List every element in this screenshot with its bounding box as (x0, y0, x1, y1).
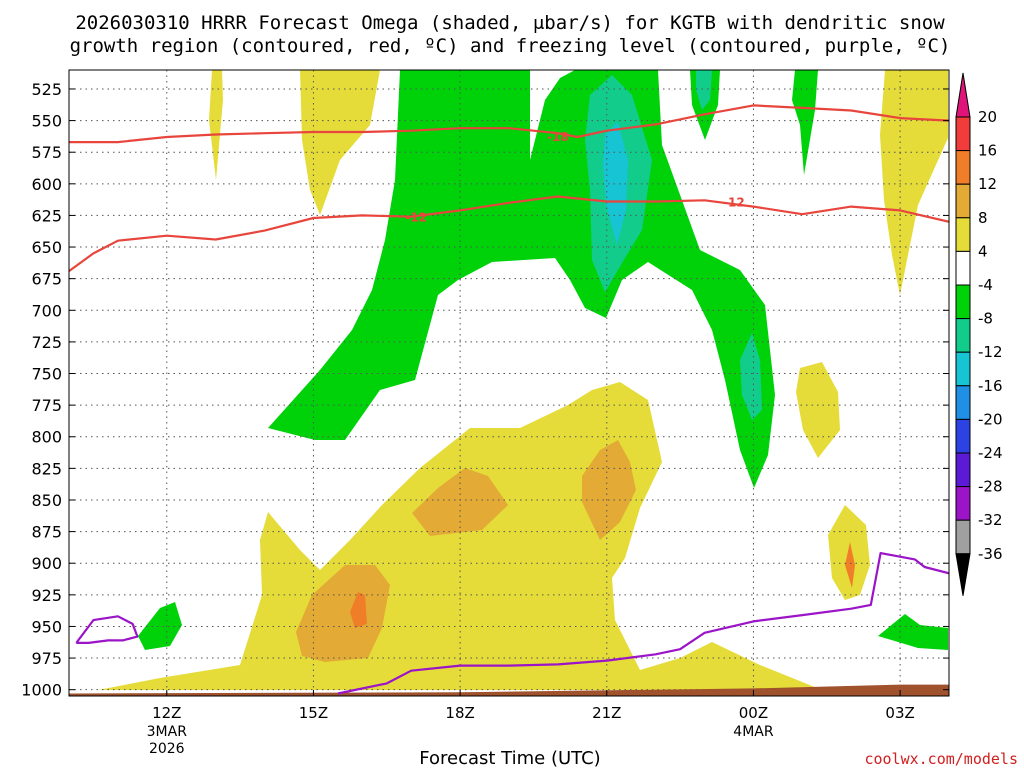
y-tick-label: 850 (31, 491, 62, 510)
y-tick-label: 725 (31, 333, 62, 352)
contour-dgz-minus12 (69, 195, 949, 272)
y-tick-label: 900 (31, 554, 62, 573)
x-tick-label: 00Z (739, 704, 768, 722)
grid (69, 70, 949, 696)
colorbar-label: -12 (978, 343, 1003, 361)
y-tick-label: 525 (31, 80, 62, 99)
chart-title-line-1: 2026030310 HRRR Forecast Omega (shaded, … (75, 12, 945, 34)
contour-label-dgz-minus12: -12 (723, 196, 745, 210)
x-tick-label: 21Z (592, 704, 621, 722)
y-tick-label: 625 (31, 206, 62, 225)
y-tick-label: 950 (31, 617, 62, 636)
contour-freezing-level-loop (75, 615, 139, 644)
terrain-surface (69, 684, 949, 696)
x-tick-label: 03Z (885, 704, 914, 722)
colorbar-label: 16 (978, 142, 997, 160)
chart-title-line-2: growth region (contoured, red, ºC) and f… (70, 35, 951, 57)
colorbar-label: 12 (978, 175, 997, 193)
y-tick-label: 800 (31, 428, 62, 447)
y-tick-label: 600 (31, 175, 62, 194)
x-tick-date-label: 3MAR (147, 724, 188, 740)
colorbar-band (955, 385, 971, 420)
colorbar-label: -4 (978, 276, 993, 294)
plot-area: -18 -12 -12 (69, 70, 949, 696)
plot-frame (68, 69, 950, 697)
y-tick-label: 575 (31, 143, 62, 162)
omega-positive-12-16-shading (350, 542, 855, 628)
x-tick-date-label: 2026 (149, 741, 185, 757)
colorbar-label: -36 (978, 545, 1003, 563)
y-tick-label: 550 (31, 112, 62, 131)
colorbar-band (955, 418, 971, 454)
x-tick-label: 15Z (299, 704, 328, 722)
colorbar-band (955, 150, 971, 185)
y-tick-label: 675 (31, 270, 62, 289)
colorbar-band (955, 486, 971, 521)
y-tick-label: 1000 (21, 681, 62, 700)
colorbar-label: 8 (978, 209, 988, 227)
x-tick-label: 12Z (152, 704, 181, 722)
colorbar-label: -16 (978, 377, 1003, 395)
colorbar-band (955, 452, 971, 488)
colorbar-label: 20 (978, 108, 997, 126)
contour-label-dgz-minus12: -12 (405, 211, 427, 225)
colorbar-bottom-arrow (955, 553, 971, 596)
contour-freezing-level (337, 552, 949, 695)
credit-link[interactable]: coolwx.com/models (864, 750, 1018, 768)
contour-dgz-minus18 (69, 104, 949, 144)
colorbar-label: -32 (978, 511, 1003, 529)
colorbar-label: 4 (978, 242, 988, 260)
colorbar-top-arrow (955, 72, 971, 118)
y-tick-label: 875 (31, 523, 62, 542)
colorbar-label: -28 (978, 478, 1003, 496)
colorbar-band (955, 183, 971, 219)
colorbar: 20 16 12 8 4 -4 -8 -12 -16 -20 -24 -28 -32 -36 (955, 72, 1003, 596)
omega-positive-4-8-shading (98, 70, 948, 690)
colorbar-band (955, 116, 971, 152)
y-tick-label: 750 (31, 365, 62, 384)
omega-negative-minus16-minus12-shading (603, 122, 628, 245)
colorbar-label: -20 (978, 410, 1003, 428)
y-axis: 525 550 575 600 625 650 675 700 725 750 775 800 825 8… (21, 80, 949, 700)
colorbar-label: -8 (978, 310, 993, 328)
colorbar-band (955, 250, 971, 286)
y-tick-label: 775 (31, 396, 62, 415)
y-tick-label: 825 (31, 459, 62, 478)
x-tick-label: 18Z (445, 704, 474, 722)
contour-label-dgz-minus18: -18 (547, 130, 569, 144)
colorbar-band (955, 217, 971, 252)
x-tick-date-label: 4MAR (733, 724, 774, 740)
y-tick-label: 650 (31, 238, 62, 257)
y-tick-label: 700 (31, 301, 62, 320)
colorbar-band (955, 284, 971, 320)
colorbar-band (955, 351, 971, 387)
contour-lines: -18 -12 -12 (69, 104, 949, 695)
colorbar-label: -24 (978, 444, 1003, 462)
y-tick-label: 975 (31, 649, 62, 668)
colorbar-band (955, 318, 971, 353)
colorbar-band (955, 519, 971, 555)
x-axis-label: Forecast Time (UTC) (419, 748, 600, 768)
omega-positive-8-12-shading (296, 440, 636, 662)
y-tick-label: 925 (31, 586, 62, 605)
